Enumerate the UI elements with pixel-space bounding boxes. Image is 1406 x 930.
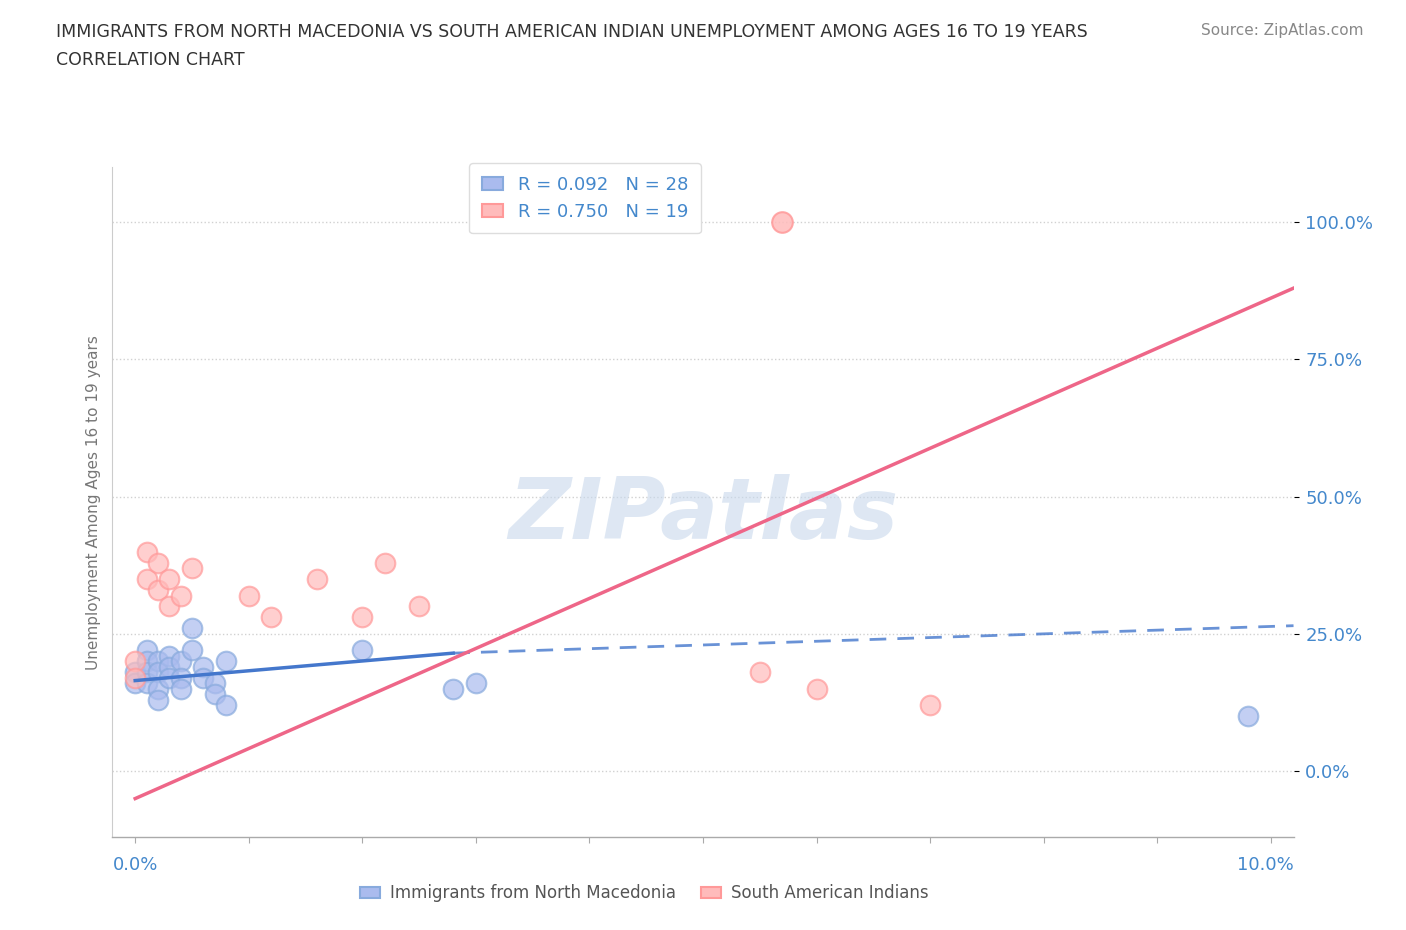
Point [215,698,238,712]
Point [441,682,464,697]
Point [260,610,283,625]
Point [157,572,180,587]
Point [181,561,204,576]
Point [806,682,828,697]
Point [157,648,180,663]
Legend: Immigrants from North Macedonia, South American Indians: Immigrants from North Macedonia, South A… [353,878,935,909]
Point [146,692,169,707]
Point [135,643,157,658]
Point [124,654,146,669]
Point [124,671,146,685]
Text: 0.0%: 0.0% [112,856,157,874]
Point [169,671,191,685]
Text: CORRELATION CHART: CORRELATION CHART [56,51,245,69]
Text: 10.0%: 10.0% [1237,856,1294,874]
Point [748,665,770,680]
Text: ZIPatlas: ZIPatlas [508,474,898,557]
Y-axis label: Unemployment Among Ages 16 to 19 years: Unemployment Among Ages 16 to 19 years [86,335,101,670]
Point [146,665,169,680]
Point [193,671,215,685]
Point [352,610,374,625]
Text: IMMIGRANTS FROM NORTH MACEDONIA VS SOUTH AMERICAN INDIAN UNEMPLOYMENT AMONG AGES: IMMIGRANTS FROM NORTH MACEDONIA VS SOUTH… [56,23,1088,41]
Point [305,572,328,587]
Point [169,588,191,603]
Point [374,555,396,570]
Point [135,544,157,559]
Point [135,676,157,691]
Point [135,572,157,587]
Point [204,687,226,702]
Point [146,654,169,669]
Point [157,659,180,674]
Point [181,643,204,658]
Point [169,682,191,697]
Point [238,588,260,603]
Point [146,582,169,597]
Point [135,665,157,680]
Point [157,599,180,614]
Point [464,676,486,691]
Point [157,671,180,685]
Point [124,665,146,680]
Text: Source: ZipAtlas.com: Source: ZipAtlas.com [1201,23,1364,38]
Point [124,676,146,691]
Point [408,599,430,614]
Point [772,215,794,230]
Point [920,698,942,712]
Point [169,654,191,669]
Point [352,643,374,658]
Point [146,555,169,570]
Point [181,621,204,636]
Point [146,682,169,697]
Point [135,654,157,669]
Point [193,659,215,674]
Point [204,676,226,691]
Point [215,654,238,669]
Point [1237,709,1260,724]
